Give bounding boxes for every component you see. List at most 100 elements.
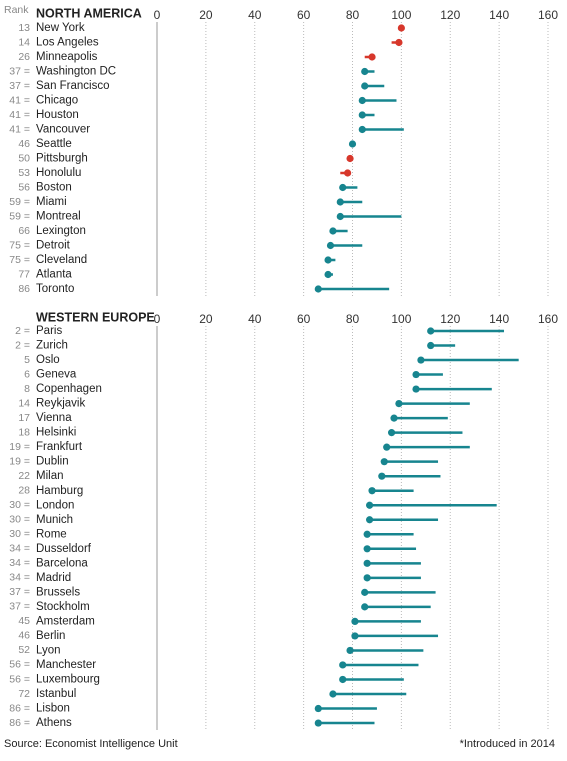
rank: 41 =: [9, 123, 30, 135]
city-label: Washington DC: [36, 66, 116, 78]
rank: 86: [18, 283, 30, 295]
rank: 46: [18, 630, 30, 642]
dot: [361, 588, 369, 596]
city-label: Amsterdam: [36, 615, 95, 627]
city-label: Detroit: [36, 240, 71, 252]
city-label: Geneva: [36, 369, 77, 381]
city-label: New York: [36, 22, 85, 34]
dot: [417, 356, 425, 364]
dot: [363, 545, 371, 553]
x-tick-label: 80: [346, 312, 360, 326]
dot: [412, 370, 420, 379]
source: Source: Economist Intelligence Unit: [4, 738, 178, 750]
dot: [427, 327, 435, 335]
city-label: Cleveland: [36, 254, 87, 266]
dot: [361, 67, 369, 76]
rank: 37 =: [9, 65, 30, 77]
rank: 18: [18, 426, 30, 438]
footnote: *Introduced in 2014: [460, 738, 555, 750]
city-label: Pittsburgh: [36, 153, 88, 165]
x-tick-label: 0: [154, 312, 161, 326]
dot: [366, 516, 374, 524]
city-label: Manchester: [36, 659, 96, 671]
rank: 13: [18, 22, 30, 34]
city-label: Minneapolis: [36, 51, 98, 63]
city-label: Brussels: [36, 586, 80, 598]
dot: [329, 227, 337, 235]
rank: 34 =: [9, 557, 30, 569]
dot: [368, 487, 376, 495]
rank: 30 =: [9, 528, 30, 540]
rank: 19 =: [9, 441, 30, 453]
dot: [363, 574, 371, 582]
dot: [363, 530, 371, 538]
panel-title: NORTH AMERICA: [36, 6, 142, 20]
rank: 19 =: [9, 455, 30, 467]
dot: [388, 429, 396, 437]
dot: [339, 661, 347, 669]
x-tick-label: 100: [391, 8, 411, 22]
dot: [378, 472, 386, 480]
rank: 86 =: [9, 702, 30, 714]
x-tick-label: 140: [489, 312, 509, 326]
rank: 59 =: [9, 210, 30, 222]
city-label: Barcelona: [36, 557, 88, 569]
rank: 46: [18, 138, 30, 150]
rank: 2 =: [15, 339, 30, 351]
city-label: Paris: [36, 325, 62, 337]
rank: 30 =: [9, 499, 30, 511]
rank: 66: [18, 225, 30, 237]
city-label: Lexington: [36, 225, 86, 237]
city-label: London: [36, 499, 74, 511]
dot: [383, 443, 391, 451]
rank: 75 =: [9, 254, 30, 266]
dot: [380, 458, 388, 466]
dot: [339, 675, 347, 684]
x-tick-label: 0: [154, 8, 161, 22]
rank: 56 =: [9, 659, 30, 671]
city-label: Vancouver: [36, 124, 90, 136]
rank: 50: [18, 152, 30, 164]
rank: 56 =: [9, 673, 30, 685]
rank: 6: [24, 368, 30, 380]
dot: [427, 341, 435, 350]
dot: [361, 82, 369, 90]
rank: 5: [24, 354, 30, 366]
dot: [368, 53, 376, 61]
dot: [339, 183, 347, 192]
city-label: Zurich: [36, 340, 68, 352]
rank: 8: [24, 383, 30, 395]
city-label: Dublin: [36, 456, 69, 468]
rank: 53: [18, 167, 30, 179]
dot: [324, 256, 332, 264]
x-tick-label: 60: [297, 8, 311, 22]
city-label: Rome: [36, 528, 67, 540]
rank: 56: [18, 181, 30, 193]
city-label: Berlin: [36, 630, 65, 642]
city-label: Seattle: [36, 138, 72, 150]
city-label: San Francisco: [36, 80, 110, 92]
dot: [346, 154, 354, 163]
dot: [390, 414, 398, 422]
dot: [397, 24, 405, 32]
x-tick-label: 40: [248, 8, 262, 22]
x-tick-label: 60: [297, 312, 311, 326]
rank: 17: [18, 412, 30, 424]
city-label: Lisbon: [36, 703, 70, 715]
dot: [351, 632, 359, 640]
rank: 52: [18, 644, 30, 656]
city-label: Munich: [36, 514, 73, 526]
city-label: Atlanta: [36, 269, 72, 281]
x-tick-label: 20: [199, 8, 213, 22]
dot: [358, 125, 366, 134]
dot: [363, 559, 371, 567]
dot: [351, 617, 359, 626]
rank: 28: [18, 485, 30, 497]
city-label: Oslo: [36, 354, 60, 366]
city-label: Madrid: [36, 572, 71, 584]
rank: 37 =: [9, 80, 30, 92]
city-label: Hamburg: [36, 485, 83, 497]
rank: 26: [18, 51, 30, 63]
x-tick-label: 160: [538, 312, 558, 326]
